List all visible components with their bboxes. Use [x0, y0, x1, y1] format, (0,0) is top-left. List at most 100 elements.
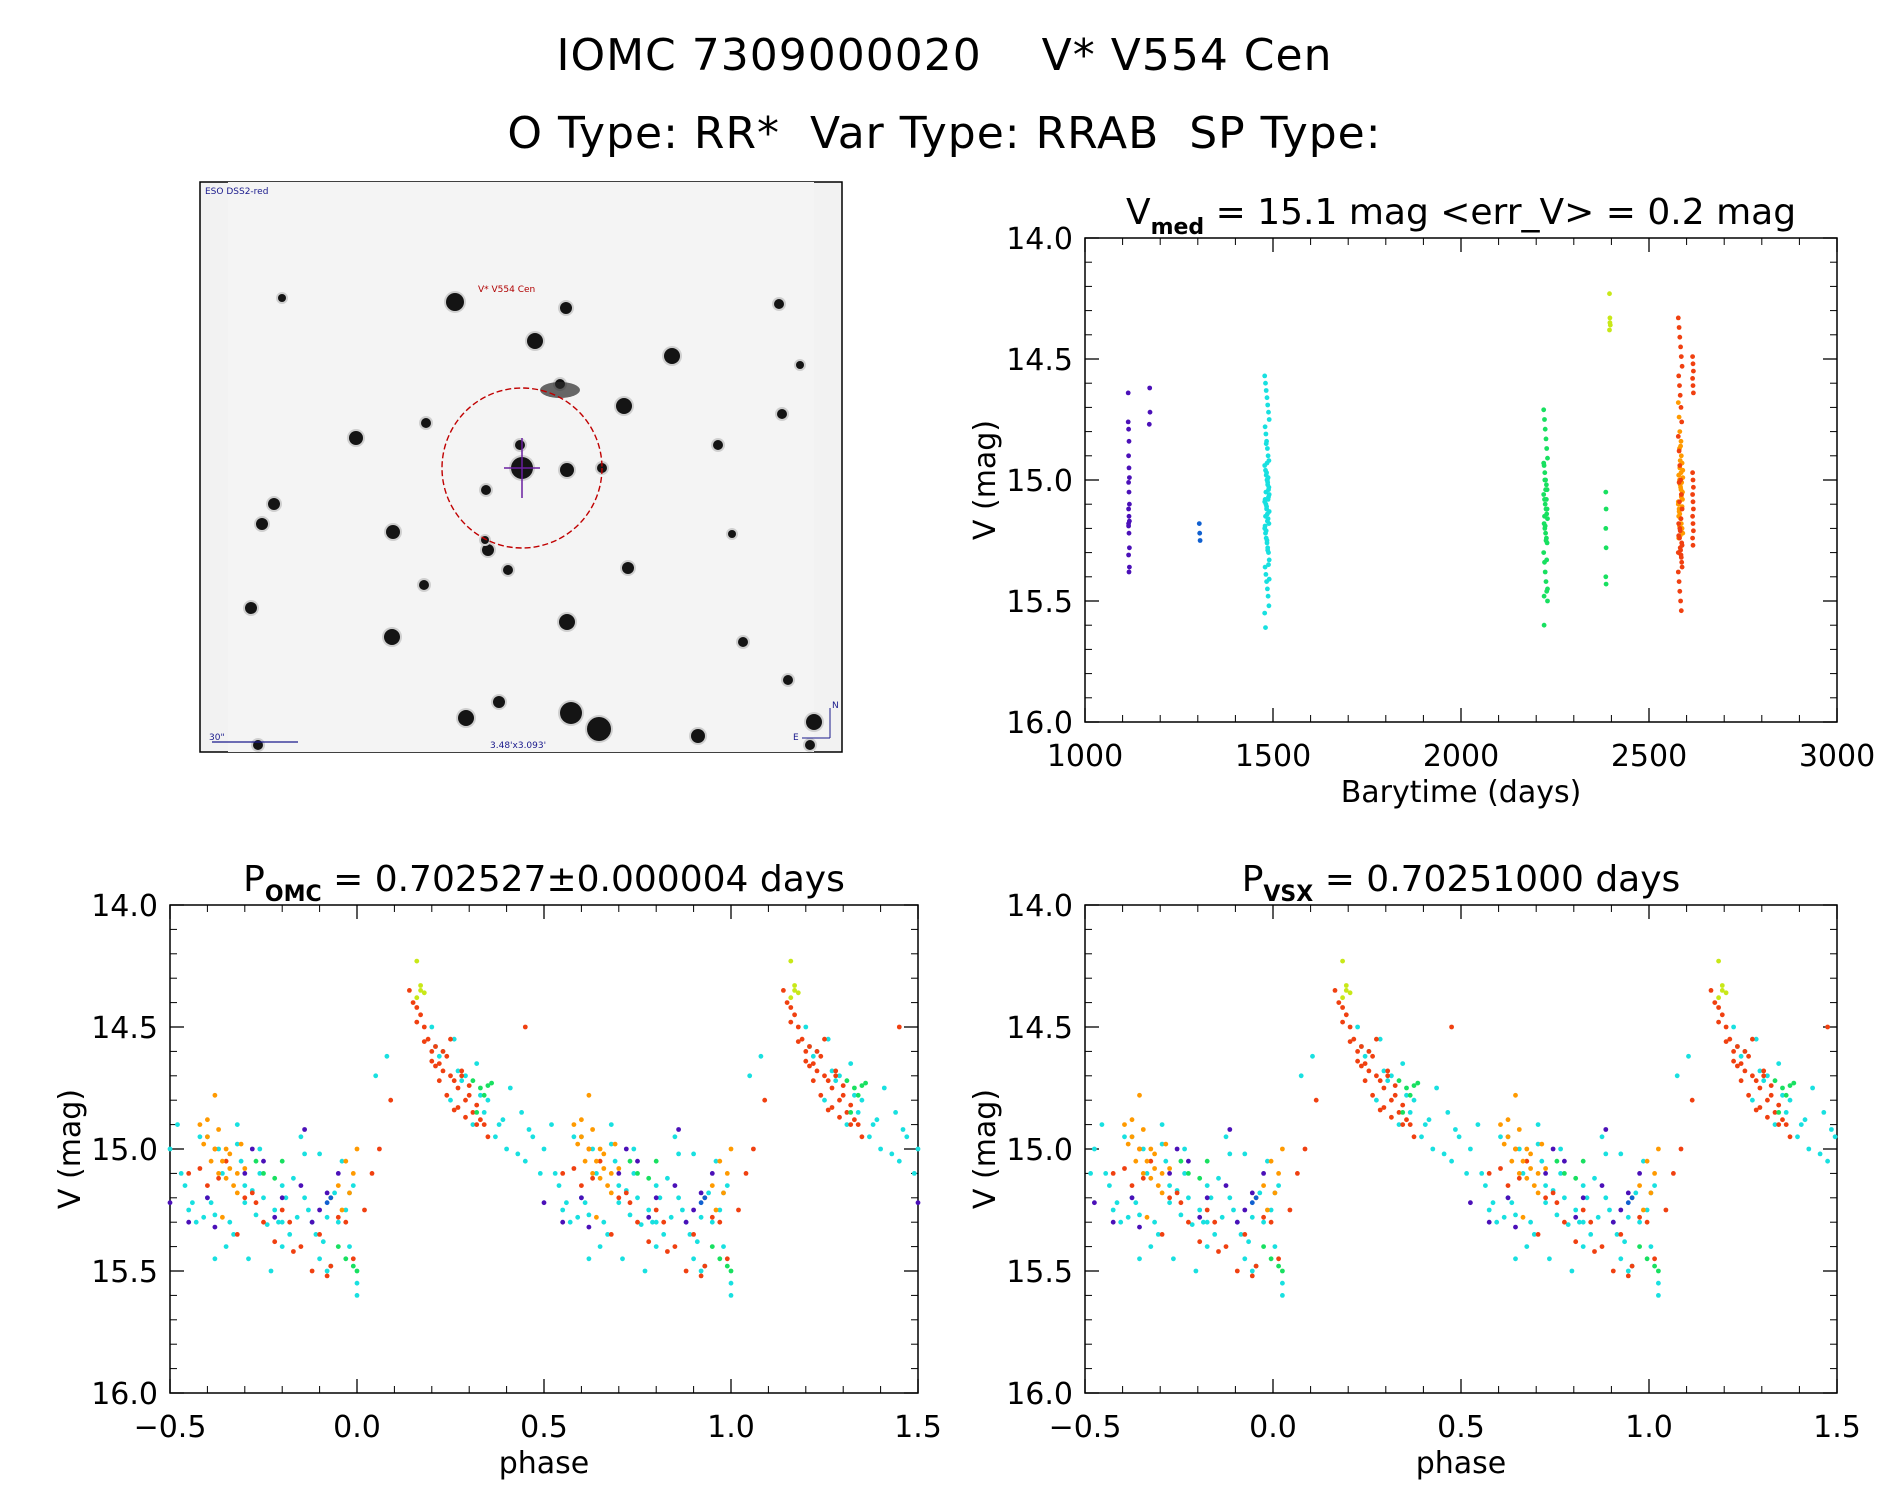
data-point — [676, 1127, 681, 1132]
data-point — [350, 1171, 356, 1176]
data-point — [844, 1110, 850, 1115]
data-point — [459, 1078, 465, 1084]
data-point — [724, 1263, 730, 1269]
data-point — [276, 1219, 281, 1225]
data-point — [1541, 593, 1547, 599]
data-point — [463, 1073, 468, 1079]
data-point — [429, 1058, 435, 1064]
data-point — [1204, 1183, 1210, 1188]
data-point — [788, 958, 794, 964]
data-point — [1690, 535, 1695, 541]
data-point — [1677, 429, 1683, 434]
data-point — [1580, 1195, 1586, 1201]
data-point — [1415, 1080, 1421, 1086]
data-point — [1196, 521, 1202, 526]
data-point — [848, 1061, 854, 1066]
finder-survey-label: ESO DSS2-red — [205, 187, 268, 197]
data-point — [1099, 1122, 1105, 1127]
data-point — [594, 1158, 599, 1164]
x-tick-label: 2500 — [1611, 739, 1687, 774]
x-tick-label: 1.0 — [707, 1410, 755, 1445]
data-point — [1675, 315, 1681, 321]
data-point — [571, 1134, 577, 1140]
data-point — [448, 1036, 453, 1042]
data-point — [1400, 1110, 1406, 1115]
data-point — [1310, 1053, 1315, 1059]
data-point — [661, 1219, 667, 1225]
data-point — [279, 1158, 285, 1164]
data-point — [1528, 1219, 1533, 1225]
data-point — [608, 1232, 614, 1237]
data-point — [1174, 1190, 1180, 1196]
x-tick-label: 3000 — [1799, 739, 1875, 774]
data-point — [522, 1158, 528, 1164]
data-point — [1652, 1256, 1657, 1262]
data-point — [1146, 421, 1152, 427]
data-point — [1520, 1158, 1526, 1164]
data-point — [193, 1219, 199, 1225]
data-point — [1272, 1244, 1278, 1249]
data-point — [1263, 625, 1268, 630]
compass-east-label: E — [793, 733, 799, 743]
data-point — [1381, 1068, 1387, 1074]
data-point — [709, 1171, 715, 1176]
data-point — [904, 1134, 910, 1140]
data-point — [1152, 1151, 1157, 1157]
data-point — [1490, 1200, 1496, 1206]
data-point — [579, 1195, 584, 1201]
phase-vsx-plot: −0.5 0.0 0.5 1.0 1.5 14.0 14.5 15.0 15.5 16.0 phas… — [968, 859, 1861, 1481]
data-point — [586, 1092, 592, 1098]
data-point — [1825, 1158, 1830, 1164]
data-point — [807, 1063, 812, 1069]
data-point — [1535, 1122, 1541, 1127]
data-point — [863, 1080, 868, 1086]
data-point — [1678, 598, 1683, 604]
data-point — [496, 1122, 502, 1127]
data-point — [1723, 1024, 1729, 1030]
y-tick-label: 14.0 — [1006, 222, 1073, 257]
data-point — [810, 1061, 816, 1066]
data-point — [537, 1171, 543, 1176]
data-point — [1370, 1092, 1375, 1098]
x-tick-label: −0.5 — [134, 1410, 207, 1445]
data-point — [1219, 1214, 1225, 1220]
data-point — [1712, 1000, 1718, 1005]
data-point — [1644, 1158, 1650, 1164]
data-point — [1263, 528, 1269, 534]
finder-star — [527, 333, 543, 349]
data-point — [1513, 1212, 1518, 1218]
data-point — [672, 1134, 678, 1140]
data-point — [1772, 1078, 1778, 1084]
data-point — [1265, 446, 1270, 451]
data-point — [691, 1207, 696, 1213]
data-point — [1400, 1122, 1406, 1127]
data-point — [1678, 516, 1684, 522]
data-point — [1678, 1146, 1684, 1152]
data-point — [320, 1239, 326, 1245]
data-point — [1544, 497, 1549, 502]
data-point — [1542, 523, 1548, 529]
data-point — [721, 1190, 726, 1196]
data-point — [1690, 477, 1696, 483]
data-point — [220, 1214, 225, 1220]
data-point — [463, 1114, 468, 1120]
data-point — [1545, 598, 1550, 604]
finder-star — [493, 696, 505, 708]
data-point — [1280, 1293, 1285, 1298]
data-point — [1147, 385, 1153, 391]
plot-title: PVSX = 0.70251000 days — [1242, 859, 1681, 907]
data-point — [223, 1146, 229, 1152]
data-point — [474, 1122, 480, 1127]
data-point — [1171, 1256, 1176, 1262]
data-point — [1167, 1171, 1172, 1176]
data-point — [1580, 1207, 1586, 1213]
data-point — [1126, 552, 1131, 558]
data-point — [646, 1214, 652, 1220]
data-point — [1370, 1053, 1375, 1059]
data-point — [526, 1127, 532, 1132]
data-point — [1580, 1219, 1586, 1225]
data-point — [1505, 1183, 1511, 1188]
data-point — [1690, 492, 1695, 497]
data-point — [1691, 390, 1696, 396]
data-point — [1719, 983, 1725, 988]
